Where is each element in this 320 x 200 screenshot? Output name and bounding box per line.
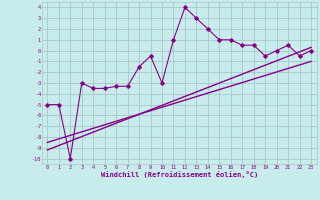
X-axis label: Windchill (Refroidissement éolien,°C): Windchill (Refroidissement éolien,°C) bbox=[100, 171, 258, 178]
